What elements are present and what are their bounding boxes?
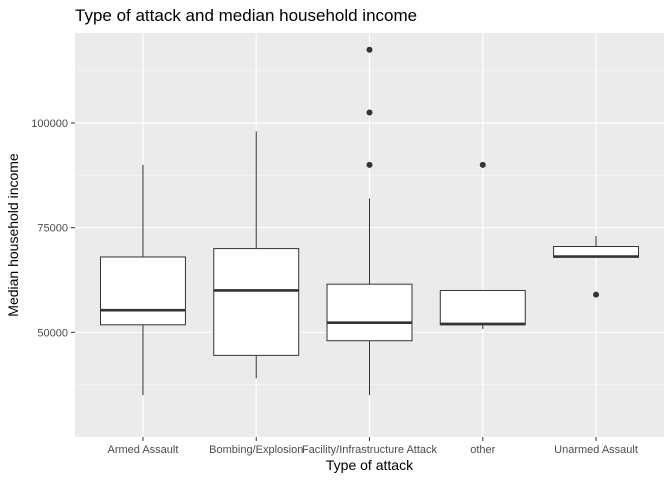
outlier-point xyxy=(593,291,600,298)
box-unarmed-assault xyxy=(553,236,640,298)
y-axis: 50000 75000 100000 xyxy=(31,118,75,339)
x-tick-label: Bombing/Explosion xyxy=(209,444,303,456)
x-axis-title: Type of attack xyxy=(326,457,414,473)
boxplot-series xyxy=(99,46,640,396)
box-iqr xyxy=(439,289,526,326)
x-tick-label: Armed Assault xyxy=(108,444,179,456)
x-tick-label: Unarmed Assault xyxy=(554,444,638,456)
y-tick-label: 75000 xyxy=(37,223,68,235)
box-bombing-explosion xyxy=(213,131,300,379)
box-iqr xyxy=(213,248,300,356)
y-tick-label: 100000 xyxy=(31,118,68,130)
box-iqr xyxy=(99,256,186,326)
outlier-point xyxy=(366,46,373,53)
box-other xyxy=(439,161,526,329)
chart-title: Type of attack and median household inco… xyxy=(75,6,417,25)
outlier-point xyxy=(366,161,373,168)
outlier-point xyxy=(366,109,373,116)
x-axis: Armed Assault Bombing/ExplosionFacility/I… xyxy=(108,437,638,456)
outlier-point xyxy=(479,161,486,168)
box-armed-assault xyxy=(99,164,186,396)
box-facility-infrastructure-attack xyxy=(326,46,413,396)
x-tick-label: other xyxy=(470,444,495,456)
box-iqr xyxy=(326,283,413,342)
y-axis-title: Median household income xyxy=(5,153,21,317)
y-tick-label: 50000 xyxy=(37,327,68,339)
x-tick-label: Facility/Infrastructure Attack xyxy=(302,444,438,456)
